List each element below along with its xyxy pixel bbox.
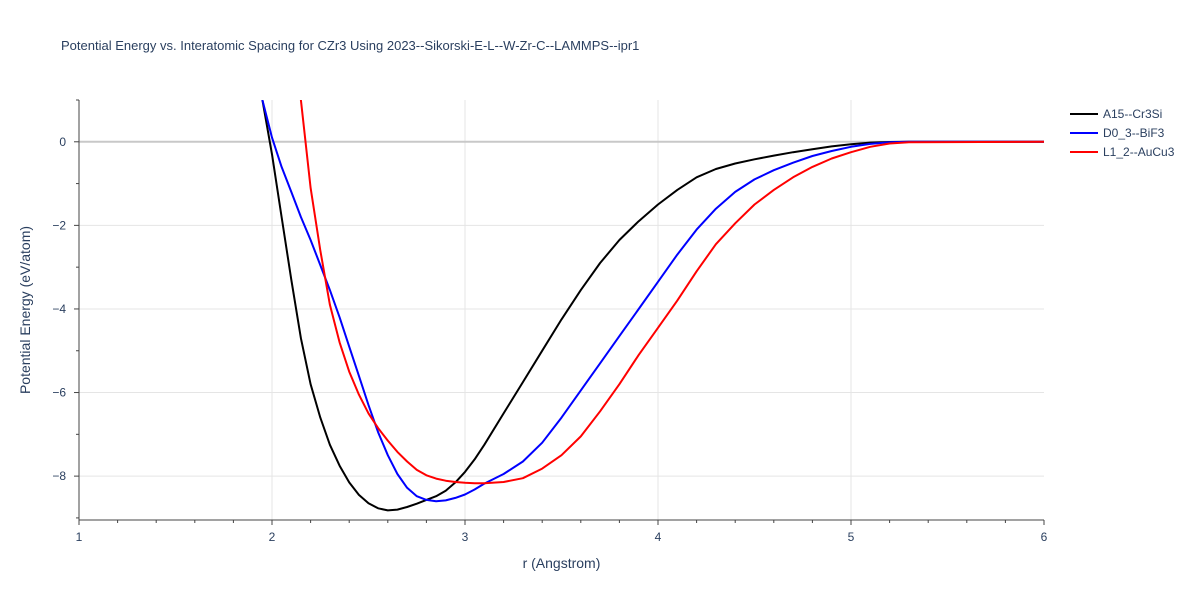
axes: 1 2 3 4 5 6 0 −2 −4 −6 −8 xyxy=(52,99,1048,544)
x-tick-label: 4 xyxy=(655,530,662,544)
y-axis-title: Potential Energy (eV/atom) xyxy=(17,226,33,394)
y-tick-label: −4 xyxy=(52,302,66,316)
legend-item[interactable]: D0_3--BiF3 xyxy=(1070,126,1165,140)
grid xyxy=(79,100,1044,520)
series-line-d0-3-bif3 xyxy=(261,100,1044,503)
x-tick-label: 3 xyxy=(462,530,469,544)
legend-item[interactable]: L1_2--AuCu3 xyxy=(1070,145,1175,159)
x-axis-title: r (Angstrom) xyxy=(523,555,601,571)
y-tick-label: 0 xyxy=(59,135,66,149)
legend-label: L1_2--AuCu3 xyxy=(1103,145,1175,159)
x-tick-label: 5 xyxy=(848,530,855,544)
chart-title: Potential Energy vs. Interatomic Spacing… xyxy=(61,38,639,53)
legend-label: A15--Cr3Si xyxy=(1103,107,1162,121)
series-line-l1-2-aucu3 xyxy=(299,100,1044,485)
legend[interactable]: A15--Cr3Si D0_3--BiF3 L1_2--AuCu3 xyxy=(1070,107,1175,159)
x-tick-label: 1 xyxy=(76,530,83,544)
x-tick-label: 2 xyxy=(269,530,276,544)
legend-item[interactable]: A15--Cr3Si xyxy=(1070,107,1162,121)
y-tick-label: −8 xyxy=(52,469,66,483)
y-tick-label: −6 xyxy=(52,386,66,400)
series-line-a15-cr3si xyxy=(261,100,1044,512)
legend-label: D0_3--BiF3 xyxy=(1103,126,1165,140)
x-tick-label: 6 xyxy=(1041,530,1048,544)
series-layer xyxy=(261,100,1044,512)
y-tick-label: −2 xyxy=(52,218,66,232)
